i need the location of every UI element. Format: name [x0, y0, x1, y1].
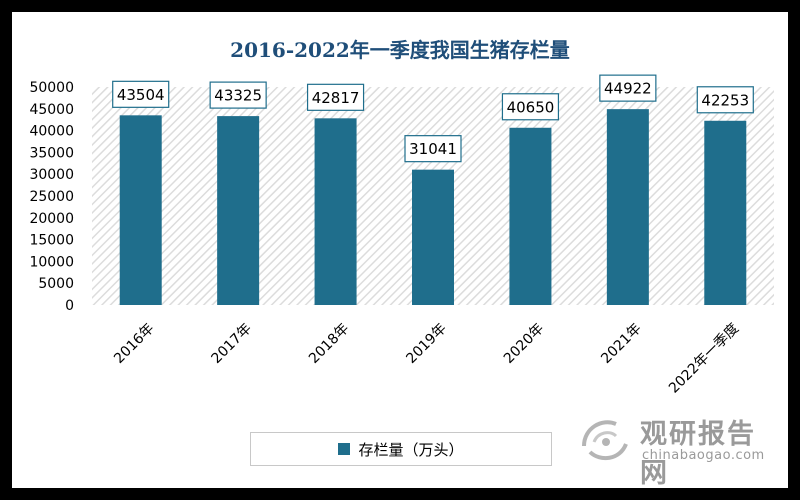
watermark-logo-icon [582, 420, 628, 461]
bar-6 [704, 120, 747, 305]
data-label-box [306, 83, 365, 111]
y-tick-label: 50000 [29, 80, 74, 96]
bar-2 [314, 118, 357, 306]
bar-5 [606, 109, 649, 306]
y-tick-label: 10000 [29, 254, 74, 270]
y-tick-label: 0 [65, 298, 74, 314]
y-tick-label: 25000 [29, 189, 74, 205]
bar-1 [217, 116, 260, 305]
bar-0 [119, 115, 162, 305]
watermark-name: 观研报告网 [640, 419, 756, 488]
bar-4 [509, 127, 552, 306]
chart-plot: 43504 43325 42817 31041 40650 44922 42253 0 500… [29, 74, 774, 397]
data-label: 42253 [701, 91, 749, 109]
x-tick-label: 2021年 [598, 321, 644, 367]
watermark-url: chinabaogao.com [642, 448, 765, 463]
y-tick-label: 35000 [29, 145, 74, 161]
y-tick-label: 40000 [29, 124, 74, 140]
data-label: 42817 [312, 89, 360, 107]
y-tick-label: 15000 [29, 233, 74, 249]
x-tick-label: 2020年 [501, 321, 547, 367]
legend: 存栏量（万头） [250, 432, 552, 466]
data-label-box [501, 93, 560, 121]
y-tick-label: 5000 [38, 276, 74, 292]
data-label-box [112, 80, 170, 108]
data-label-box [209, 81, 267, 109]
data-label: 43325 [214, 87, 262, 105]
x-tick-label: 2016年 [111, 321, 157, 367]
data-label: 44922 [604, 80, 652, 98]
x-tick-label: 2017年 [209, 321, 255, 367]
chart-title: 2016-2022年一季度我国生猪存栏量 [230, 38, 570, 62]
legend-swatch [338, 443, 351, 455]
x-tick-label: 2018年 [306, 321, 352, 367]
data-label-box [696, 86, 754, 114]
x-tick-label: 2019年 [403, 321, 449, 367]
chart-frame: 43504 43325 42817 31041 40650 44922 42253 0 500… [12, 12, 788, 488]
watermark: 观研报告网 chinabaogao.com [572, 410, 782, 488]
data-label: 40650 [507, 98, 555, 116]
x-tick-label: 2022年一季度 [666, 321, 742, 397]
y-tick-label: 20000 [29, 211, 74, 227]
y-tick-label: 30000 [29, 167, 74, 183]
data-label-box [404, 135, 462, 163]
y-tick-label: 45000 [29, 102, 74, 118]
legend-label: 存栏量（万头） [358, 440, 464, 459]
data-label-box [599, 74, 657, 102]
bar-3 [412, 169, 454, 305]
data-label: 43504 [117, 86, 165, 104]
data-label: 31041 [409, 140, 457, 158]
